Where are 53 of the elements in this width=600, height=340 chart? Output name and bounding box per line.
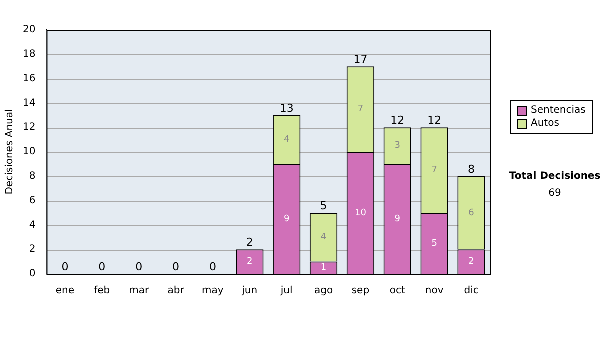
y-axis-title: Decisiones Anual	[4, 109, 16, 195]
total-label: 12	[390, 114, 405, 127]
x-tick-label: jul	[280, 286, 293, 297]
total-label: 0	[209, 260, 216, 274]
data-label: 9	[394, 214, 401, 224]
y-tick-label: 6	[29, 195, 36, 206]
text: 69	[548, 188, 562, 199]
x-tick-label: may	[202, 286, 224, 297]
y-tick-label: 12	[22, 122, 36, 134]
x-tick-label: mar	[129, 286, 150, 297]
total-label: 0	[98, 260, 106, 274]
x-tick-label: ene	[56, 286, 75, 297]
y-tick-label: 8	[29, 170, 36, 182]
x-tick-label: nov	[425, 286, 444, 297]
data-label: 4	[320, 232, 327, 243]
y-tick-label: 20	[22, 24, 36, 36]
y-tick-label: 18	[22, 48, 36, 60]
data-label: 4	[284, 135, 290, 146]
x-tick-label: dic	[464, 286, 479, 297]
total-label: 0	[136, 260, 143, 274]
total-label: 2	[246, 236, 254, 249]
data-label: 6	[468, 208, 475, 218]
data-label: 7	[358, 104, 364, 115]
total-label: 17	[354, 52, 368, 66]
x-tick-label: oct	[390, 286, 406, 297]
legend-label: Autos	[531, 117, 560, 130]
total-label: 12	[428, 114, 442, 127]
y-tick-label: 16	[22, 73, 36, 84]
y-tick-label: 0	[29, 268, 36, 280]
x-tick-label: sep	[352, 286, 370, 297]
x-tick-label: abr	[168, 286, 186, 297]
data-label: 9	[284, 214, 290, 224]
total-label: 0	[172, 260, 180, 274]
data-label: 10	[354, 208, 367, 218]
y-tick-label: 4	[29, 220, 36, 231]
data-label: 2	[468, 257, 474, 268]
y-tick-label: 2	[29, 244, 36, 256]
total-label: 8	[468, 162, 476, 176]
data-label: 1	[320, 263, 327, 274]
legend-label: Sentencias	[531, 104, 586, 117]
data-label: 7	[432, 166, 438, 176]
data-label: 5	[432, 238, 438, 249]
x-tick-label: ago	[314, 286, 334, 297]
y-tick-label: 10	[22, 146, 36, 158]
total-label: 13	[280, 102, 294, 115]
y-tick-label: 14	[22, 98, 36, 109]
x-tick-label: feb	[94, 286, 110, 297]
total-label: 5	[320, 199, 328, 212]
data-label: 2	[247, 257, 253, 268]
total-label: 0	[62, 260, 69, 274]
x-tick-label: jun	[241, 286, 258, 297]
data-label: 3	[394, 141, 401, 152]
text: Total Decisiones	[508, 171, 600, 182]
